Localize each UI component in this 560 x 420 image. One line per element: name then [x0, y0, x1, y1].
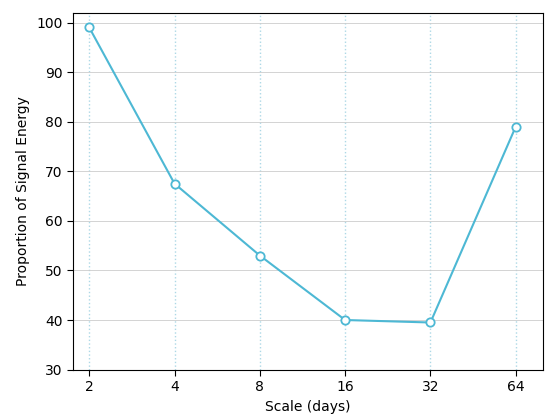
- Y-axis label: Proportion of Signal Energy: Proportion of Signal Energy: [16, 96, 30, 286]
- X-axis label: Scale (days): Scale (days): [265, 399, 351, 414]
